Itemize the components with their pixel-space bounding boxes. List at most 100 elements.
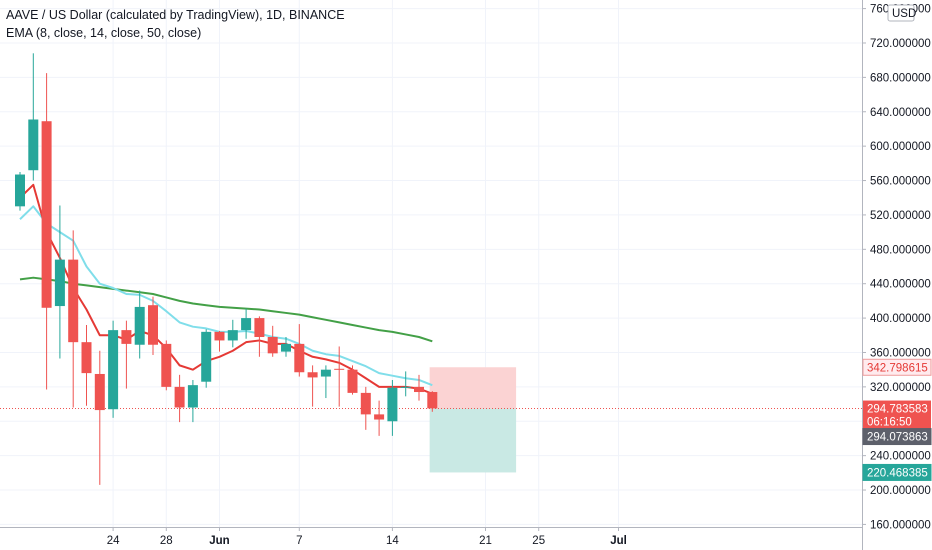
price-tag-value: 220.468385 bbox=[867, 467, 928, 479]
price-tick-label: 400.000000 bbox=[870, 313, 931, 325]
candle-down bbox=[334, 346, 345, 407]
time-tick-label: 21 bbox=[479, 535, 492, 547]
price-tick-label: 680.000000 bbox=[870, 72, 931, 84]
chart-legend: AAVE / US Dollar (calculated by TradingV… bbox=[6, 6, 345, 42]
candle-up bbox=[108, 320, 119, 418]
last-price-value: 294.783583 bbox=[867, 404, 928, 416]
candlestick-series bbox=[15, 53, 438, 485]
time-axis[interactable]: 24 28 Jun 7 14 21 25 Jul bbox=[0, 527, 862, 550]
price-tick-label: 720.000000 bbox=[870, 38, 931, 50]
candle-body bbox=[28, 119, 39, 171]
candle-body bbox=[81, 342, 92, 374]
candle-body bbox=[68, 259, 79, 343]
candle-body bbox=[187, 385, 198, 408]
currency-label[interactable]: USD bbox=[887, 4, 916, 22]
price-tag-bg bbox=[862, 358, 932, 376]
candle-up bbox=[15, 171, 25, 211]
take-profit-zone bbox=[429, 408, 517, 473]
candle-down bbox=[374, 400, 385, 436]
candle-down bbox=[148, 296, 158, 356]
price-tick-label: 640.000000 bbox=[870, 107, 931, 119]
candle-body bbox=[267, 337, 278, 354]
candle-body bbox=[134, 306, 145, 345]
candle-body bbox=[320, 369, 331, 377]
price-tag: 342.798615 bbox=[862, 358, 932, 376]
candle-body bbox=[227, 330, 238, 341]
candle-up bbox=[281, 337, 291, 357]
time-axis-bg bbox=[0, 527, 862, 550]
price-tick-label: 160.000000 bbox=[870, 519, 931, 531]
candle-body bbox=[400, 386, 411, 388]
candle-down bbox=[347, 365, 358, 395]
ema50-line bbox=[19, 276, 433, 343]
price-tick-label: 480.000000 bbox=[870, 244, 931, 256]
ema8-line bbox=[19, 183, 433, 395]
price-tick-label: 240.000000 bbox=[870, 451, 931, 463]
candle-body bbox=[15, 174, 25, 207]
time-tick-label: 7 bbox=[296, 535, 302, 547]
candle-up bbox=[241, 308, 252, 339]
candle-up bbox=[320, 365, 331, 399]
price-tag: 294.073863 bbox=[862, 428, 932, 446]
time-tick-label: Jul bbox=[610, 535, 627, 547]
price-tag-value: 342.798615 bbox=[867, 362, 928, 374]
price-tick-label: 520.000000 bbox=[870, 210, 931, 222]
price-tag-value: 294.073863 bbox=[867, 432, 928, 444]
candle-body bbox=[241, 318, 252, 331]
candle-body bbox=[360, 392, 371, 415]
candle-up bbox=[28, 53, 39, 181]
candle-down bbox=[94, 350, 105, 485]
candle-body bbox=[254, 318, 265, 338]
candle-up bbox=[387, 379, 398, 436]
candle-body bbox=[201, 331, 212, 382]
currency-label-text: USD bbox=[892, 8, 916, 20]
candle-body bbox=[281, 343, 291, 352]
candle-down bbox=[360, 386, 371, 430]
time-tick-label: 24 bbox=[107, 535, 120, 547]
price-axis-bg bbox=[862, 0, 932, 550]
price-tag-bg bbox=[862, 428, 932, 446]
candle-up bbox=[201, 329, 212, 388]
candle-body bbox=[54, 259, 65, 307]
candle-up bbox=[187, 379, 198, 423]
price-tick-label: 560.000000 bbox=[870, 176, 931, 188]
candle-down bbox=[81, 324, 92, 406]
candle-body bbox=[374, 414, 385, 420]
candle-down bbox=[267, 325, 278, 357]
price-tick-label: 320.000000 bbox=[870, 382, 931, 394]
candle-body bbox=[307, 372, 318, 378]
price-tick-label: 440.000000 bbox=[870, 279, 931, 291]
candle-body bbox=[121, 330, 132, 344]
candle-body bbox=[108, 330, 119, 410]
candle-down bbox=[214, 330, 225, 352]
price-tag: 220.468385 bbox=[862, 463, 932, 481]
time-tick-label: 25 bbox=[532, 535, 545, 547]
candle-body bbox=[161, 343, 172, 387]
candle-down bbox=[161, 340, 172, 391]
candle-down bbox=[307, 365, 318, 407]
time-tick-label: 28 bbox=[160, 535, 173, 547]
candle-down bbox=[254, 316, 265, 357]
last-price-tag-bg bbox=[863, 400, 931, 429]
candle-down bbox=[427, 391, 438, 412]
long-short-position-tool[interactable] bbox=[0, 367, 862, 473]
candle-body bbox=[94, 373, 105, 411]
candle-body bbox=[334, 368, 345, 370]
candle-down bbox=[294, 324, 305, 377]
candle-down bbox=[121, 320, 132, 389]
price-axis[interactable]: 760.000000720.000000680.000000640.000000… bbox=[862, 0, 932, 550]
candle-body bbox=[41, 121, 52, 308]
candle-body bbox=[387, 387, 398, 422]
price-tick-label: 200.000000 bbox=[870, 485, 931, 497]
stop-loss-zone bbox=[429, 367, 517, 409]
candle-body bbox=[174, 386, 185, 408]
candle-up bbox=[54, 205, 65, 359]
ema14-line bbox=[19, 205, 433, 387]
candle-up bbox=[227, 319, 238, 348]
indicator-legend: EMA (8, close, 14, close, 50, close) bbox=[6, 26, 202, 40]
price-tick-label: 600.000000 bbox=[870, 141, 931, 153]
bar-countdown: 06:16:50 bbox=[867, 417, 912, 429]
